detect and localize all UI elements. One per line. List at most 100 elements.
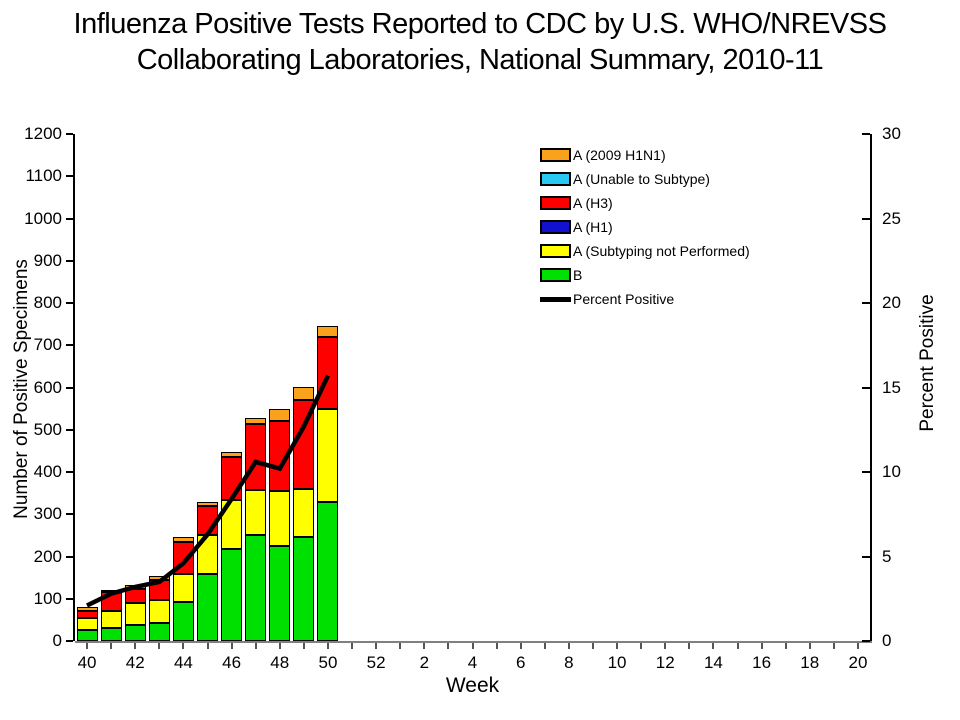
right-axis-tick: [862, 302, 870, 304]
x-axis-tick-label: 8: [564, 653, 574, 672]
left-axis-tick: [66, 640, 73, 642]
bar-week-50-a-2009-h1n1-: [317, 326, 339, 338]
bar-week-48-a-2009-h1n1-: [269, 408, 291, 422]
right-axis-tick-label: 20: [882, 293, 901, 312]
right-axis-tick: [862, 471, 870, 473]
left-axis-tick-label: 500: [33, 419, 62, 439]
percent-positive-line-svg: [86, 374, 331, 608]
left-axis-tick-label: 0: [52, 631, 62, 650]
x-axis-tick: [86, 643, 89, 649]
left-axis-tick-label: 200: [33, 546, 62, 566]
right-axis-tick-label: 10: [882, 462, 901, 481]
left-axis-tick-label: 600: [33, 377, 62, 397]
bar-week-42-a-2009-h1n1-: [124, 584, 146, 590]
legend-label: B: [573, 267, 583, 283]
legend-label: A (2009 H1N1): [573, 147, 666, 163]
bar-week-44-a-h3-: [172, 541, 194, 574]
left-axis-tick: [66, 175, 73, 178]
x-axis-tick: [736, 643, 739, 649]
bar-week-42-b: [124, 625, 146, 641]
x-axis-tick: [591, 643, 594, 649]
bar-week-40-a-2009-h1n1-: [76, 607, 98, 611]
legend-label: A (Subtyping not Performed): [573, 243, 750, 259]
legend-color-swatch: [540, 268, 571, 282]
bar-week-43-a-h3-: [148, 580, 170, 600]
left-axis-tick-label: 400: [33, 462, 62, 481]
bar-week-46-b: [221, 549, 243, 641]
left-axis-tick-label: 800: [33, 293, 62, 312]
bar-week-48-a-h3-: [269, 421, 291, 491]
legend-item-a-unable-to-subtype-: A (Unable to Subtype): [540, 167, 750, 191]
bar-week-40-a-h3-: [76, 610, 98, 618]
legend-color-swatch: [540, 244, 571, 258]
legend-item-percent-positive: Percent Positive: [540, 287, 750, 311]
x-axis-tick-label: 4: [467, 653, 478, 672]
right-axis-tick-label: 30: [882, 124, 901, 143]
legend-color-swatch: [540, 220, 571, 234]
x-axis-tick: [206, 643, 209, 649]
bar-week-46-a-h3-: [221, 457, 243, 500]
x-axis-tick-label: 10: [607, 653, 627, 672]
legend-label: A (H3): [573, 195, 613, 211]
bar-week-49-a-h3-: [293, 400, 315, 489]
x-axis-tick-label: 52: [366, 653, 386, 672]
bar-week-45-a-2009-h1n1-: [197, 502, 218, 506]
x-axis-tick: [712, 643, 715, 649]
x-axis-tick-label: 14: [703, 653, 723, 672]
x-axis-tick: [230, 643, 233, 649]
x-axis-tick: [278, 643, 281, 649]
x-axis-tick-label: 12: [655, 653, 675, 672]
left-axis-tick: [66, 597, 73, 600]
bar-week-42-a-subtyping-not-performed-: [124, 602, 146, 626]
x-axis-tick-label: 50: [318, 653, 338, 672]
left-axis-tick-label: 1100: [25, 166, 62, 186]
x-axis-tick-label: 18: [800, 653, 820, 672]
right-axis-tick-label: 25: [882, 208, 901, 228]
left-axis-tick-label: 1200: [24, 124, 62, 143]
bar-week-47-a-subtyping-not-performed-: [245, 490, 267, 535]
x-axis-tick: [302, 643, 305, 649]
right-axis-tick: [862, 217, 870, 220]
right-axis-tick: [862, 555, 870, 558]
x-axis-tick: [616, 643, 619, 649]
bar-week-44-a-2009-h1n1-: [172, 537, 194, 542]
x-axis-tick: [519, 643, 522, 649]
x-axis-tick-label: 42: [125, 653, 145, 672]
right-axis-tick: [862, 386, 870, 389]
x-axis-tick: [664, 643, 667, 649]
x-axis-tick: [254, 643, 257, 649]
left-axis-tick: [66, 302, 73, 304]
left-axis-tick-label: 1000: [24, 208, 62, 228]
bar-week-40-b: [76, 630, 98, 641]
x-axis-tick: [326, 643, 329, 649]
legend-item-a-h3-: A (H3): [540, 191, 750, 215]
legend-label: A (Unable to Subtype): [573, 171, 710, 187]
bar-week-44-b: [172, 602, 194, 641]
left-axis-tick: [66, 217, 73, 220]
left-axis-tick: [66, 428, 73, 431]
bar-week-47-b: [245, 534, 267, 641]
legend-color-swatch: [540, 148, 571, 162]
legend-color-swatch: [540, 172, 571, 186]
bar-week-43-b: [148, 622, 170, 641]
bar-week-41-a-2009-h1n1-: [100, 589, 122, 592]
bar-week-40-a-subtyping-not-performed-: [76, 617, 98, 631]
left-axis-tick-label: 300: [33, 504, 62, 524]
bar-week-41-a-h3-: [100, 591, 122, 611]
legend: A (2009 H1N1) A (Unable to Subtype) A (H3)…: [540, 143, 750, 311]
left-axis-tick: [66, 386, 73, 389]
x-axis-tick-label: 46: [222, 653, 242, 672]
x-axis-tick: [640, 643, 643, 649]
right-axis-title: Percent Positive: [917, 294, 938, 432]
bar-week-48-b: [269, 545, 291, 641]
x-axis-tick: [471, 643, 474, 649]
bar-week-50-a-subtyping-not-performed-: [317, 408, 339, 502]
x-axis-tick: [567, 643, 570, 649]
x-axis-tick-label: 20: [848, 653, 868, 672]
left-axis-tick: [66, 513, 73, 516]
x-axis-tick-label: 40: [77, 653, 97, 672]
x-axis-tick-label: 44: [173, 653, 193, 672]
right-axis-tick: [862, 133, 870, 135]
left-axis-tick-label: 100: [33, 588, 62, 608]
